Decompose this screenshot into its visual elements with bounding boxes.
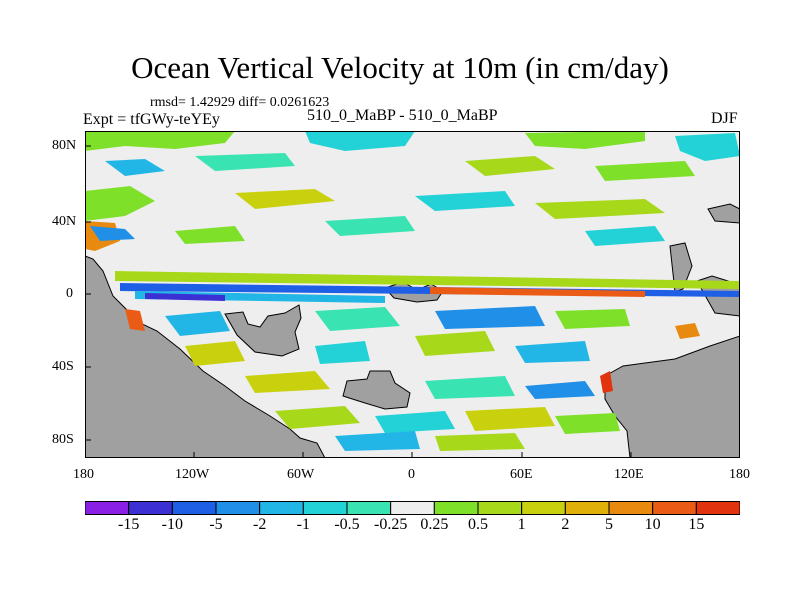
field-patch xyxy=(85,131,235,151)
stats-label: rmsd= 1.42929 diff= 0.0261623 xyxy=(150,95,330,110)
colorbar-swatch xyxy=(346,501,392,515)
field-patch xyxy=(145,293,225,301)
field-patch xyxy=(195,153,295,171)
colorbar-label: 0.25 xyxy=(420,516,449,533)
lat-tick-label: 80S xyxy=(52,432,74,447)
colorbar-label: 5 xyxy=(605,516,613,533)
colorbar-swatch xyxy=(521,501,566,515)
field-patch xyxy=(415,191,515,211)
colorbar-label: 15 xyxy=(688,516,705,533)
field-patch xyxy=(595,161,695,181)
field-patch xyxy=(425,376,515,399)
field-patch xyxy=(675,133,740,161)
field-patch xyxy=(125,309,145,331)
colorbar-swatch xyxy=(215,501,261,515)
colorbar-swatch xyxy=(85,501,130,515)
colorbar-swatch xyxy=(171,501,217,515)
colorbar-swatch xyxy=(477,501,523,515)
land-northeast-patch xyxy=(707,203,740,224)
lat-tick-label: 80N xyxy=(52,138,77,153)
lon-tick-label: 0 xyxy=(408,467,415,482)
colorbar-swatch xyxy=(695,501,740,515)
field-patch xyxy=(90,226,135,241)
field-patch xyxy=(555,413,620,434)
colorbar-swatch xyxy=(608,501,654,515)
field-patch xyxy=(525,381,595,399)
colorbar-label: -10 xyxy=(161,516,183,533)
lon-tick-label: 180 xyxy=(73,467,94,482)
field-patch xyxy=(435,433,525,451)
field-patch xyxy=(335,431,420,451)
field-patch xyxy=(245,371,330,393)
field-patch xyxy=(430,287,645,297)
tick-marks xyxy=(85,145,632,458)
field-patch xyxy=(175,226,245,244)
field-patch xyxy=(435,306,545,329)
lon-tick-label: 180 xyxy=(729,467,750,482)
field-patch xyxy=(515,341,590,363)
lon-tick-label: 60W xyxy=(287,467,315,482)
map-panel xyxy=(85,131,740,458)
field-patch xyxy=(675,323,700,339)
colorbar-swatch xyxy=(564,501,610,515)
field-patch xyxy=(585,226,665,246)
land-west-continent xyxy=(85,255,326,458)
field-patch xyxy=(185,341,245,366)
season-label: DJF xyxy=(711,110,738,127)
field-patch xyxy=(235,189,335,209)
field-patch xyxy=(465,407,555,431)
field-patch xyxy=(535,199,665,219)
colorbar-swatch xyxy=(433,501,479,515)
field-patch xyxy=(325,216,415,236)
colorbar-label: 10 xyxy=(644,516,661,533)
colorbar xyxy=(85,501,740,515)
colorbar-label: 0.5 xyxy=(468,516,488,533)
field-patch xyxy=(105,159,165,176)
field-patch xyxy=(555,309,630,329)
field-patch xyxy=(315,307,400,331)
comparison-label: 510_0_MaBP - 510_0_MaBP xyxy=(307,107,498,124)
field-patch xyxy=(525,131,645,149)
colorbar-label: -5 xyxy=(209,516,223,533)
colorbar-label: -0.25 xyxy=(373,516,408,533)
colorbar-swatch xyxy=(652,501,697,515)
colorbar-label: -15 xyxy=(117,516,140,533)
lat-tick-label: 0 xyxy=(66,286,73,301)
land-central-island xyxy=(224,304,302,357)
colorbar-label: -2 xyxy=(252,516,267,533)
colorbar-label: 2 xyxy=(561,516,570,533)
field-patch xyxy=(375,411,455,433)
lon-tick-label: 120W xyxy=(175,467,210,482)
field-patch xyxy=(465,156,555,176)
colorbar-swatch xyxy=(302,501,348,515)
field-patch xyxy=(165,311,230,336)
colorbar-swatch xyxy=(259,501,304,515)
experiment-label: Expt = tfGWy-teYEy xyxy=(83,111,220,128)
colorbar-swatch xyxy=(390,501,435,515)
map-title: Ocean Vertical Velocity at 10m (in cm/da… xyxy=(131,50,669,85)
colorbar-label: 1 xyxy=(517,516,526,533)
lon-tick-label: 60E xyxy=(510,467,533,482)
lat-tick-label: 40N xyxy=(52,214,77,229)
field-patch xyxy=(415,331,495,356)
land-central-south-block xyxy=(342,370,411,410)
field-patch xyxy=(275,406,360,429)
colorbar-label: -0.5 xyxy=(334,516,360,533)
field-patch xyxy=(115,271,740,289)
lat-tick-label: 40S xyxy=(52,359,74,374)
lon-tick-label: 120E xyxy=(614,467,644,482)
field-patch xyxy=(85,186,155,221)
colorbar-label: -1 xyxy=(296,516,310,533)
field-patch xyxy=(315,341,370,364)
field-patch xyxy=(600,371,613,393)
field-patch xyxy=(305,131,415,151)
velocity-field xyxy=(85,131,740,451)
colorbar-swatch xyxy=(128,501,173,515)
